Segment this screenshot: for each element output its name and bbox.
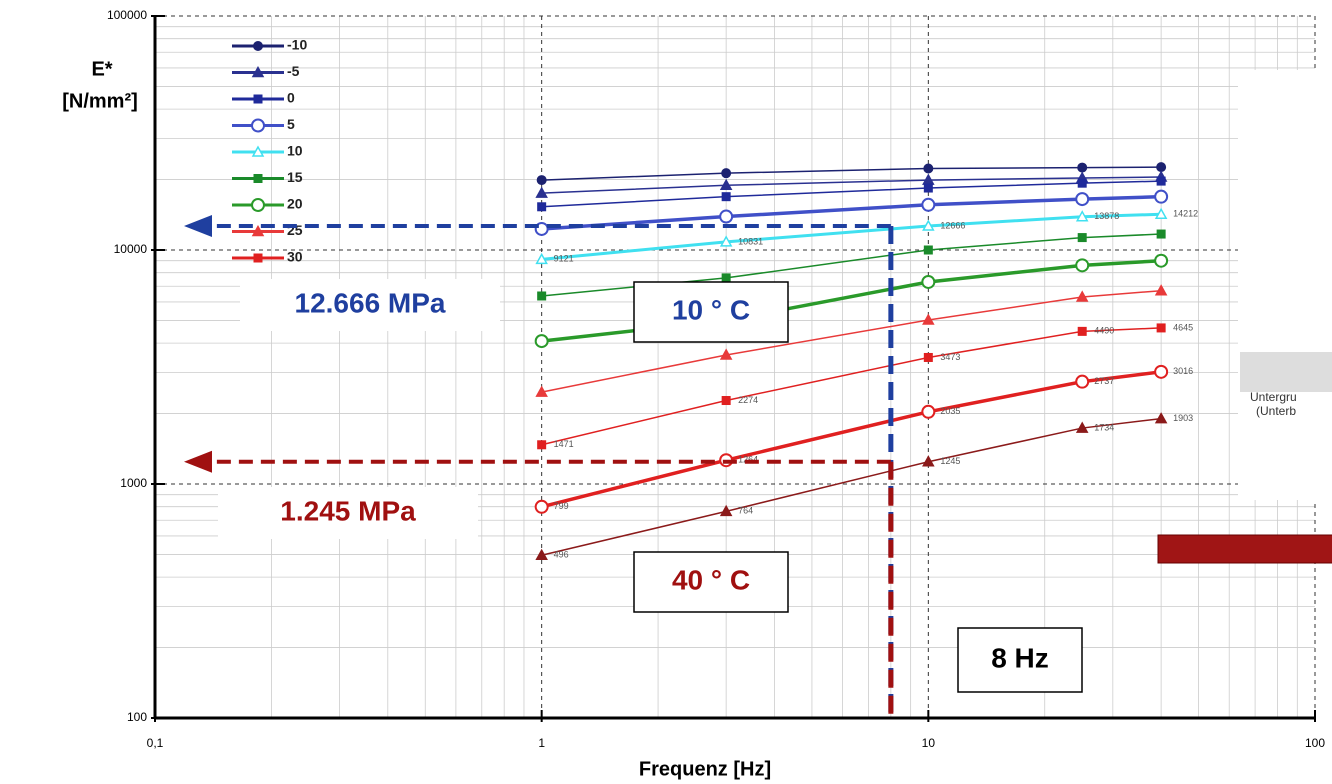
marker [1155,191,1167,203]
marker [924,184,932,192]
marker [538,441,546,449]
x-tick-label: 1 [538,736,545,750]
data-label: 2737 [1094,376,1114,386]
y-axis-label: E* [91,58,112,80]
marker [1078,179,1086,187]
data-label: 4645 [1173,322,1193,332]
marker [1078,234,1086,242]
series-line [542,419,1161,556]
data-label: 1734 [1094,422,1114,432]
data-label: 13878 [1094,211,1119,221]
marker [1076,376,1088,388]
legend-label: 30 [287,249,303,265]
marker [536,335,548,347]
annotation: 1.245 MPa [280,495,416,526]
legend-label: 15 [287,169,303,185]
marker [1157,230,1165,238]
x-tick-label: 0,1 [147,736,164,750]
temp-label: 10 ° C [672,294,750,325]
data-label: 2274 [738,395,758,405]
data-label: 12666 [940,220,965,230]
legend-label: 5 [287,116,295,132]
marker [1078,164,1086,172]
overlay-img [1240,352,1332,392]
arrow-head [184,451,212,473]
x-tick-label: 100 [1305,736,1325,750]
data-label: 3016 [1173,366,1193,376]
marker [1157,324,1165,332]
marker [922,199,934,211]
overlay-panel [1238,70,1332,500]
marker [924,246,932,254]
series-line [542,181,1161,207]
legend-marker [254,175,262,183]
data-label: 3473 [940,352,960,362]
marker [1078,327,1086,335]
marker [536,501,548,513]
data-label: 1903 [1173,413,1193,423]
marker [1155,255,1167,267]
series-line [542,328,1161,445]
legend-marker [252,199,264,211]
temp-label: 40 ° C [672,564,750,595]
marker [722,274,730,282]
series-line [542,372,1161,507]
marker [538,203,546,211]
overlay-text: (Unterb [1256,404,1296,418]
legend-marker [254,95,262,103]
data-label: 1471 [554,439,574,449]
overlay-bar [1158,535,1332,563]
legend-label: -5 [287,63,300,79]
data-label: 14212 [1173,209,1198,219]
data-label: 764 [738,506,753,516]
legend-marker [254,254,262,262]
annotation: 12.666 MPa [295,287,446,318]
y-tick-label: 100000 [107,8,147,22]
marker [922,276,934,288]
data-label: 1245 [940,456,960,466]
y-tick-label: 1000 [120,476,147,490]
chart: 0,1110100100100010000100000Frequenz [Hz]… [0,0,1332,784]
data-label: 799 [554,501,569,511]
data-label: 496 [554,550,569,560]
data-label: 10831 [738,236,763,246]
y-axis-label: [N/mm²] [62,90,138,112]
marker [924,353,932,361]
marker [922,406,934,418]
y-tick-label: 10000 [114,242,148,256]
legend-label: 20 [287,196,303,212]
data-label: 4490 [1094,326,1114,336]
x-tick-label: 10 [922,736,936,750]
legend-label: 0 [287,90,295,106]
y-tick-label: 100 [127,710,147,724]
legend-label: 10 [287,143,303,159]
legend-label: -10 [287,37,307,53]
marker [538,292,546,300]
x-axis-label: Frequenz [Hz] [639,758,771,780]
arrow-head [184,215,212,237]
data-label: 2035 [940,406,960,416]
marker [1156,414,1166,423]
marker [1076,193,1088,205]
data-label: 9121 [554,254,574,264]
marker [722,193,730,201]
marker [1157,177,1165,185]
marker [538,176,546,184]
marker [924,164,932,172]
marker [1157,163,1165,171]
marker [1076,259,1088,271]
marker [722,397,730,405]
marker [720,211,732,223]
legend-marker [252,120,264,132]
marker [1155,366,1167,378]
marker [1156,286,1166,295]
overlay-text: Untergru [1250,390,1297,404]
x-note: 8 Hz [991,642,1049,673]
legend-marker [254,42,262,50]
marker [722,169,730,177]
